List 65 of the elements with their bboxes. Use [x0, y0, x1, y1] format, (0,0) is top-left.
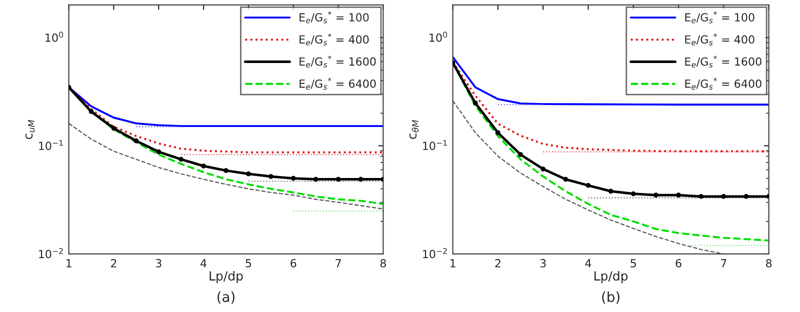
- point: [358, 176, 364, 182]
- legend-label: E$_{e}$/G$_{s}$$^{*}$ = 1600: [685, 56, 762, 68]
- point: [268, 174, 274, 179]
- x-tick-label: 6: [290, 259, 296, 268]
- point: [313, 176, 318, 182]
- point: [88, 109, 94, 114]
- x-tick-label: 2: [110, 259, 116, 268]
- point: [744, 194, 749, 199]
- x-tick-label: 6: [676, 259, 682, 268]
- y-tick-label: 10$^{−1}$: [423, 140, 447, 150]
- legend-label: E$_{e}$/G$_{s}$$^{*}$ = 100: [300, 11, 369, 24]
- point: [336, 176, 341, 182]
- x-tick-label: 7: [721, 259, 726, 268]
- legend-label: E$_{e}$/G$_{s}$$^{*}$ = 400: [685, 33, 754, 46]
- point: [246, 171, 251, 176]
- x-tick-label: 4: [585, 259, 592, 268]
- point: [201, 164, 206, 168]
- x-tick-label: 8: [380, 259, 386, 268]
- x-tick-label: 1: [66, 259, 72, 268]
- x-tick-label: 3: [540, 259, 546, 268]
- point: [472, 100, 478, 106]
- y-tick-label: 10$^{0}$: [430, 32, 448, 42]
- x-axis-title: Lp/dp: [210, 270, 243, 284]
- point: [224, 168, 228, 173]
- legend-label: E$_{e}$/G$_{s}$$^{*}$ = 1600: [300, 56, 376, 68]
- legend-label: E$_{e}$/G$_{s}$$^{*}$ = 400: [300, 33, 369, 46]
- point: [290, 176, 296, 181]
- x-tick-label: 4: [200, 259, 206, 268]
- x-tick-label: 7: [336, 259, 341, 268]
- point: [540, 166, 546, 172]
- text: (b): [602, 291, 620, 304]
- y-axis-title: c$_{uM}$: [25, 120, 35, 140]
- point: [134, 138, 139, 144]
- point: [608, 188, 614, 194]
- x-axis-title: Lp/dp: [594, 270, 628, 284]
- point: [518, 152, 523, 157]
- point: [111, 126, 116, 131]
- point: [676, 192, 681, 198]
- y-tick-label: 10$^{−1}$: [39, 140, 63, 150]
- legend-label: E$_{e}$/G$_{s}$$^{*}$ = 100: [685, 11, 754, 24]
- point: [698, 194, 704, 199]
- x-tick-label: 2: [495, 259, 500, 268]
- x-tick-label: 5: [630, 259, 636, 268]
- text: (a): [218, 291, 234, 304]
- point: [586, 182, 591, 188]
- y-tick-label: 10$^{−2}$: [39, 248, 63, 258]
- y-tick-label: 10$^{−2}$: [423, 248, 447, 258]
- legend-label: E$_{e}$/G$_{s}$$^{*}$ = 6400: [300, 78, 376, 90]
- line-series: [68, 122, 384, 210]
- x-tick-label: 8: [766, 259, 772, 268]
- y-axis-title: c$_{θM}$: [409, 120, 419, 139]
- point: [654, 192, 658, 198]
- legend-label: E$_{e}$/G$_{s}$$^{*}$ = 6400: [685, 78, 762, 90]
- point: [496, 130, 500, 136]
- point: [721, 194, 726, 199]
- line-series: [452, 56, 769, 106]
- point: [178, 156, 184, 162]
- x-tick-label: 1: [450, 259, 456, 268]
- x-tick-label: 3: [156, 259, 162, 268]
- point: [563, 176, 568, 182]
- point: [630, 191, 636, 196]
- x-tick-label: 5: [246, 259, 252, 268]
- point: [156, 149, 162, 154]
- y-tick-label: 10$^{0}$: [46, 32, 64, 42]
- line-series: [452, 100, 724, 254]
